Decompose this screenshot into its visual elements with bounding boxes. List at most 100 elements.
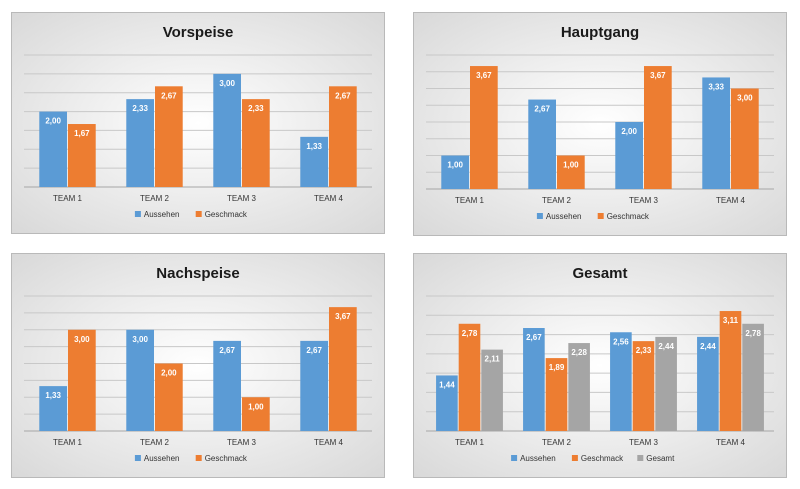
- legend-label-gesamt: Gesamt: [646, 454, 675, 463]
- x-tick-label: TEAM 2: [140, 438, 169, 447]
- chart-svg-vorspeise: Vorspeise 2,00 1,67 TEAM 1 2,33 2,67 TEAM 2 3,0…: [12, 13, 384, 233]
- data-label: 1,33: [45, 391, 61, 400]
- bar-gesamt-3: [655, 336, 677, 431]
- data-label: 1,00: [248, 402, 264, 411]
- bar-geschmack-2: [545, 358, 568, 431]
- x-tick-label: TEAM 3: [227, 438, 256, 447]
- x-tick-label: TEAM 3: [629, 438, 658, 447]
- bar-geschmack-2: [557, 155, 585, 189]
- x-tick-label: TEAM 2: [140, 194, 169, 203]
- bar-geschmack-3: [644, 66, 672, 189]
- bar-gesamt-4: [742, 323, 764, 431]
- data-label: 2,67: [161, 91, 177, 100]
- data-label: 2,33: [248, 104, 264, 113]
- legend-label-aussehen: Aussehen: [546, 212, 582, 221]
- chart-title: Vorspeise: [163, 24, 234, 41]
- legend-swatch-aussehen: [511, 455, 518, 461]
- legend-label-aussehen: Aussehen: [144, 210, 180, 219]
- x-tick-label: TEAM 2: [542, 196, 571, 205]
- bar-gesamt-1: [481, 349, 503, 431]
- bar-geschmack-4: [731, 88, 759, 189]
- chart-hauptgang: Hauptgang 1,00 3,67 TEAM 1 2,67 1,00 TEAM 2 2,0…: [413, 12, 787, 236]
- x-tick-label: TEAM 1: [455, 438, 484, 447]
- data-label: 2,00: [45, 117, 61, 126]
- chart-title: Nachspeise: [156, 265, 239, 282]
- data-label: 2,56: [613, 337, 629, 346]
- data-label: 3,33: [708, 82, 724, 91]
- bar-aussehen-4: [300, 340, 328, 431]
- data-label: 1,33: [306, 142, 322, 151]
- chart-svg-nachspeise: Nachspeise 1,33 3,00 TEAM 1 3,00 2,00 TEAM 2 2,…: [12, 254, 384, 477]
- data-label: 2,00: [161, 369, 177, 378]
- bar-aussehen-2: [126, 99, 154, 187]
- legend-swatch-gesamt: [637, 455, 644, 461]
- data-label: 1,00: [563, 161, 579, 170]
- chart-gesamt: Gesamt 1,44 2,78 2,11 TEAM 1 2,67 1,89 2,28 TEAM…: [413, 253, 787, 478]
- data-label: 2,78: [745, 329, 761, 338]
- legend-swatch-geschmack: [571, 455, 578, 461]
- legend-swatch-geschmack: [597, 213, 604, 219]
- legend-label-geschmack: Geschmack: [607, 212, 650, 221]
- legend-label-geschmack: Geschmack: [581, 454, 624, 463]
- data-label: 2,78: [462, 329, 478, 338]
- legend-label-geschmack: Geschmack: [205, 210, 248, 219]
- chart-svg-gesamt: Gesamt 1,44 2,78 2,11 TEAM 1 2,67 1,89 2,28 TEAM…: [414, 254, 786, 477]
- bar-aussehen-1: [436, 375, 458, 431]
- bar-gesamt-2: [568, 343, 590, 431]
- bar-geschmack-1: [470, 66, 498, 189]
- x-tick-label: TEAM 4: [716, 196, 745, 205]
- bar-geschmack-4: [329, 86, 357, 187]
- chart-title: Gesamt: [572, 265, 627, 282]
- data-label: 2,44: [658, 342, 674, 351]
- data-label: 2,44: [700, 342, 716, 351]
- data-label: 1,00: [447, 161, 463, 170]
- bar-aussehen-3: [615, 122, 643, 189]
- bar-aussehen-2: [126, 329, 154, 431]
- chart-nachspeise: Nachspeise 1,33 3,00 TEAM 1 3,00 2,00 TEAM 2 2,…: [11, 253, 385, 478]
- bar-aussehen-1: [441, 155, 469, 189]
- bar-aussehen-1: [39, 111, 67, 187]
- data-label: 1,67: [74, 129, 90, 138]
- x-tick-label: TEAM 4: [314, 438, 343, 447]
- legend-swatch-geschmack: [195, 211, 202, 217]
- data-label: 2,67: [219, 346, 235, 355]
- data-label: 2,28: [571, 348, 587, 357]
- data-label: 2,33: [636, 346, 652, 355]
- chart-svg-hauptgang: Hauptgang 1,00 3,67 TEAM 1 2,67 1,00 TEAM 2 2,0…: [414, 13, 786, 235]
- bar-aussehen-3: [213, 340, 241, 431]
- data-label: 2,67: [335, 91, 351, 100]
- bar-aussehen-2: [523, 328, 545, 431]
- data-label: 3,11: [723, 316, 739, 325]
- bar-aussehen-4: [697, 336, 719, 431]
- chart-background: [12, 13, 384, 233]
- data-label: 2,67: [534, 105, 550, 114]
- bar-geschmack-1: [458, 323, 481, 431]
- x-tick-label: TEAM 1: [53, 438, 82, 447]
- bar-aussehen-1: [39, 386, 67, 431]
- legend-swatch-aussehen: [134, 211, 141, 217]
- legend-label-aussehen: Aussehen: [520, 454, 556, 463]
- x-tick-label: TEAM 4: [314, 194, 343, 203]
- bar-aussehen-2: [528, 99, 556, 189]
- data-label: 3,67: [650, 71, 666, 80]
- legend-label-aussehen: Aussehen: [144, 454, 180, 463]
- legend-label-geschmack: Geschmack: [205, 454, 248, 463]
- chart-title: Hauptgang: [561, 24, 639, 41]
- bar-aussehen-3: [213, 73, 241, 187]
- data-label: 1,44: [439, 380, 455, 389]
- bar-geschmack-4: [329, 307, 357, 431]
- x-tick-label: TEAM 3: [629, 196, 658, 205]
- bar-geschmack-3: [632, 341, 655, 431]
- data-label: 3,00: [219, 79, 235, 88]
- x-tick-label: TEAM 3: [227, 194, 256, 203]
- data-label: 3,67: [335, 312, 351, 321]
- data-label: 2,67: [526, 333, 542, 342]
- chart-vorspeise: Vorspeise 2,00 1,67 TEAM 1 2,33 2,67 TEAM 2 3,0…: [11, 12, 385, 234]
- data-label: 3,67: [476, 71, 492, 80]
- bar-geschmack-1: [68, 329, 96, 431]
- bar-geschmack-3: [242, 397, 270, 431]
- data-label: 2,33: [132, 104, 148, 113]
- bar-geschmack-1: [68, 124, 96, 187]
- bar-aussehen-4: [702, 77, 730, 189]
- data-label: 2,11: [485, 355, 501, 364]
